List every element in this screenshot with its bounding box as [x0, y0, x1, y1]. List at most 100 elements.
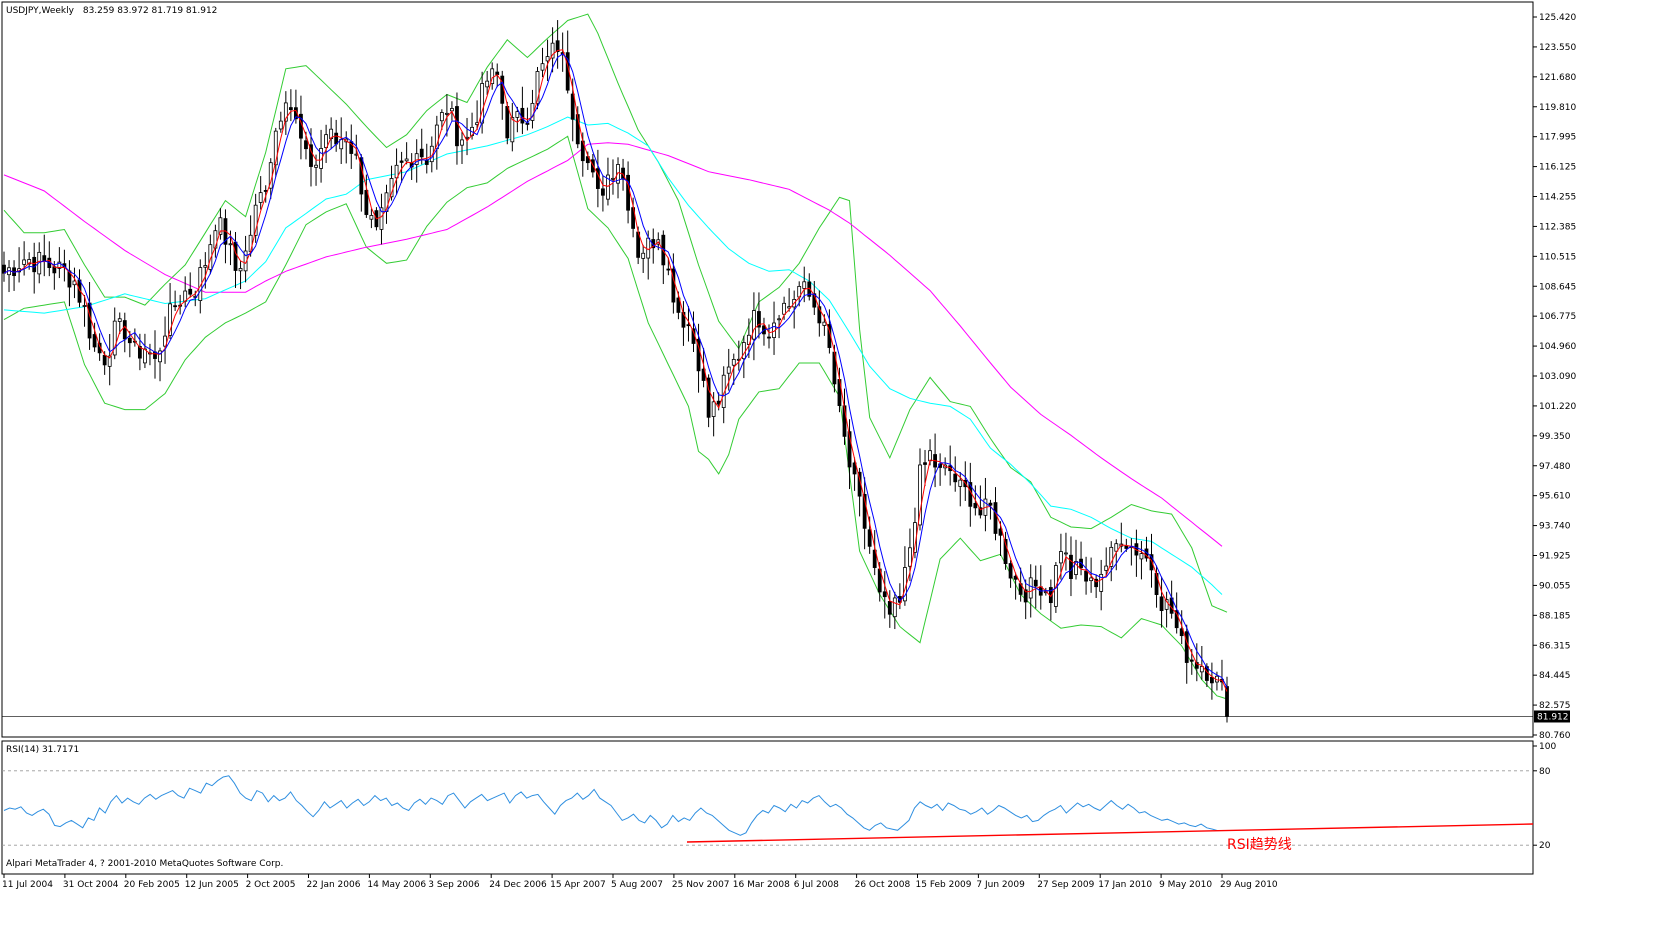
rsi-tick-label: 20 [1539, 841, 1551, 851]
candle-body [324, 134, 329, 148]
price-tick-label: 110.515 [1539, 252, 1576, 262]
price-tick-label: 103.090 [1539, 372, 1576, 382]
candle-body [480, 83, 485, 124]
candle-body [988, 502, 993, 506]
candle-body [82, 305, 87, 307]
candle-body [505, 106, 510, 139]
date-tick-label: 25 Nov 2007 [672, 880, 730, 890]
candle-body [1179, 628, 1184, 637]
candle-body [1084, 570, 1088, 582]
candle-body [2, 264, 6, 274]
candle-body [414, 153, 419, 165]
rsi-series-layer: 100 80 20 [2, 742, 1556, 851]
candle-body [188, 288, 193, 295]
candle-body [641, 252, 646, 259]
candle-body [872, 549, 877, 568]
candle-body [757, 311, 761, 328]
candle-body [978, 507, 983, 516]
current-price-box [1534, 710, 1570, 723]
candle-body [1189, 659, 1194, 662]
price-tick-label: 101.220 [1539, 402, 1576, 412]
date-tick-label: 16 Mar 2008 [733, 880, 790, 890]
price-tick-label: 82.575 [1539, 701, 1571, 711]
price-tick-label: 86.315 [1539, 641, 1571, 651]
candle-body [1079, 558, 1083, 569]
candle-body [278, 120, 283, 130]
candle-body [616, 164, 620, 184]
copyright-label: Alpari MetaTrader 4, ? 2001-2010 MetaQuo… [6, 859, 283, 869]
price-tick-label: 114.255 [1539, 193, 1576, 203]
candle-body [767, 336, 771, 339]
candle-body [782, 302, 787, 315]
candle-body [439, 112, 444, 122]
sma-mid-line [3, 53, 1228, 688]
candle-body [288, 107, 293, 111]
price-tick-label: 80.760 [1539, 731, 1571, 741]
candle-body [168, 303, 172, 336]
symbol-label: USDJPY,Weekly [6, 6, 75, 16]
candle-body [606, 174, 610, 200]
price-tick-label: 121.680 [1539, 73, 1576, 83]
candle-body [208, 244, 213, 270]
price-series-layer [2, 13, 1533, 723]
price-tick-label: 97.480 [1539, 462, 1571, 472]
candle-body [852, 462, 857, 475]
rsi-panel-frame [1, 740, 1534, 875]
candle-body [429, 145, 434, 163]
price-tick-label: 108.645 [1539, 282, 1576, 292]
candle-body [570, 93, 575, 120]
candle-body [958, 479, 963, 487]
candle-body [752, 310, 756, 340]
price-tick-label: 125.420 [1539, 13, 1576, 23]
candle-body [218, 217, 223, 235]
candle-body [515, 111, 520, 118]
candle-body [696, 338, 701, 372]
candle-body [112, 320, 117, 356]
candle-body [1210, 676, 1214, 684]
candle-body [1174, 610, 1179, 629]
price-tick-label: 104.960 [1539, 342, 1576, 352]
candle-body [862, 494, 867, 529]
price-tick-label: 112.385 [1539, 222, 1576, 232]
candle-body [1064, 552, 1068, 555]
candle-body [238, 268, 243, 272]
candle-body [676, 297, 681, 313]
candle-body [1184, 631, 1189, 663]
candle-body [314, 164, 318, 168]
candle-body [923, 462, 927, 465]
candle-body [993, 502, 998, 534]
candle-body [555, 40, 560, 53]
candle-body [455, 106, 459, 147]
candle-body [319, 148, 323, 169]
candle-body [485, 80, 490, 88]
candle-body [646, 237, 651, 259]
axis-labels-layer: 125.420 123.550 121.680 119.810 117.995 116.1… [2, 13, 1576, 890]
candle-body [601, 188, 605, 196]
price-tick-label: 90.055 [1539, 581, 1571, 591]
candle-body [908, 547, 912, 567]
candle-body [117, 318, 122, 322]
candle-body [701, 368, 706, 381]
price-tick-label: 123.550 [1539, 43, 1576, 53]
candle-body [253, 204, 258, 236]
candle-body [1033, 579, 1038, 587]
candle-body [143, 348, 147, 364]
candle-body [1194, 662, 1199, 669]
candle-body [304, 140, 308, 150]
candle-body [369, 215, 374, 220]
candle-body [1008, 563, 1013, 579]
candle-body [711, 401, 716, 417]
candle-body [22, 259, 27, 265]
candle-body [1089, 577, 1094, 582]
current-price-label: 81.912 [1537, 712, 1569, 722]
candle-body [535, 71, 540, 104]
date-tick-label: 20 Feb 2005 [124, 880, 180, 890]
date-tick-label: 15 Apr 2007 [550, 880, 606, 890]
candle-body [666, 268, 671, 271]
candle-body [127, 337, 132, 344]
candle-body [953, 473, 958, 483]
candle-body [1124, 545, 1129, 549]
sma-fast-line [3, 49, 1228, 692]
candle-body [1094, 578, 1099, 588]
